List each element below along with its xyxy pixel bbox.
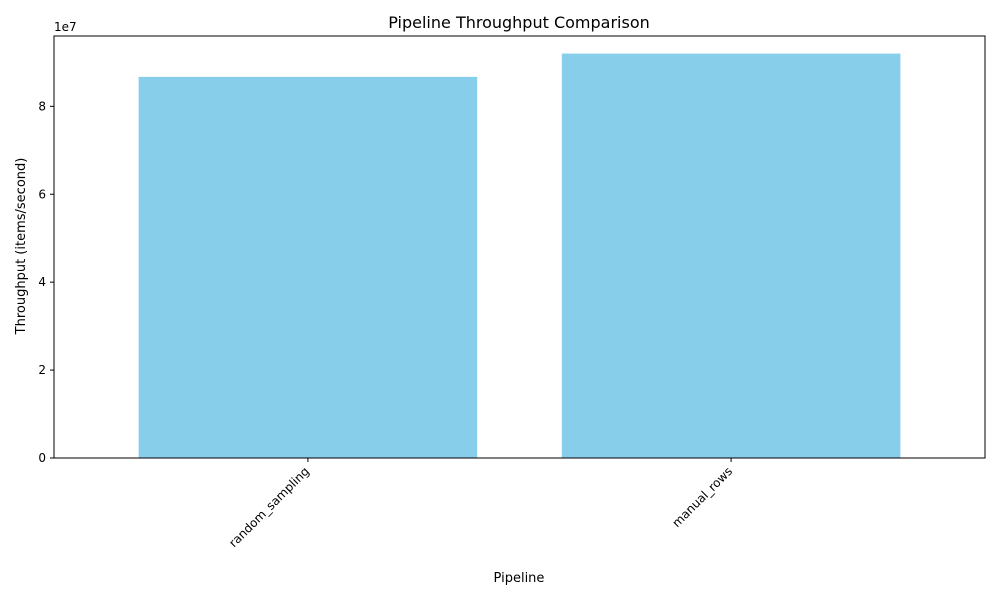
y-tick-label: 0 bbox=[38, 451, 46, 465]
chart-title: Pipeline Throughput Comparison bbox=[388, 13, 650, 32]
x-tick-label: random_sampling bbox=[226, 464, 312, 550]
plot-frame bbox=[53, 35, 986, 459]
y-tick-label: 4 bbox=[38, 275, 46, 289]
y-axis-offset-label: 1e7 bbox=[54, 20, 77, 34]
y-tick-label: 8 bbox=[38, 99, 46, 113]
bar-random-sampling bbox=[138, 76, 478, 458]
plot-area: random_sampling manual_rows 0 2 4 6 8 bbox=[38, 35, 986, 550]
bar-manual-rows bbox=[561, 53, 901, 458]
x-tick-label: manual_rows bbox=[669, 464, 735, 530]
y-tick-label: 2 bbox=[38, 363, 46, 377]
y-axis-label: Throughput (items/second) bbox=[14, 158, 29, 336]
x-axis-label: Pipeline bbox=[494, 571, 545, 586]
y-tick-label: 6 bbox=[38, 187, 46, 201]
